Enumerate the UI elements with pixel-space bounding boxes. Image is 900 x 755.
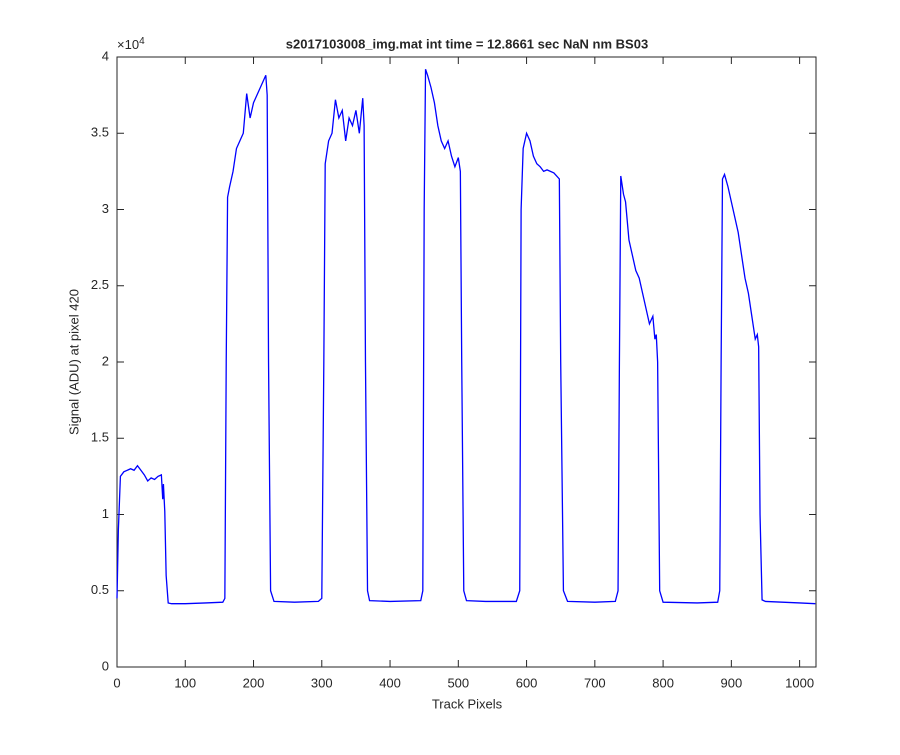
x-tick-label: 300 <box>311 675 333 690</box>
x-tick-label: 800 <box>652 675 674 690</box>
y-scale-base: ×10 <box>117 37 139 52</box>
y-tick-label: 3 <box>102 201 109 216</box>
y-tick-label: 4 <box>102 48 109 63</box>
data-line <box>116 68 816 605</box>
x-tick-label: 900 <box>721 675 743 690</box>
x-tick-label: 200 <box>243 675 265 690</box>
x-tick-label: 700 <box>584 675 606 690</box>
x-tick-label: 600 <box>516 675 538 690</box>
y-tick-label: 3.5 <box>91 125 109 140</box>
y-tick-label: 2.5 <box>91 277 109 292</box>
plot-frame <box>116 56 817 668</box>
x-axis-label: Track Pixels <box>432 696 503 711</box>
x-tick-label: 100 <box>174 675 196 690</box>
y-tick-label: 0 <box>102 658 109 673</box>
x-tick-label: 500 <box>447 675 469 690</box>
x-tick-label: 0 <box>113 675 120 690</box>
y-tick-label: 0.5 <box>91 582 109 597</box>
y-scale-exponent: 4 <box>139 36 145 47</box>
y-axis-label: Signal (ADU) at pixel 420 <box>66 289 81 435</box>
x-tick-label: 1000 <box>785 675 814 690</box>
x-tick-label: 400 <box>379 675 401 690</box>
y-scale-label: ×104 <box>117 36 145 53</box>
chart-title: s2017103008_img.mat int time = 12.8661 s… <box>286 36 648 51</box>
y-tick-label: 1.5 <box>91 430 109 445</box>
y-tick-label: 2 <box>102 353 109 368</box>
y-tick-label: 1 <box>102 506 109 521</box>
